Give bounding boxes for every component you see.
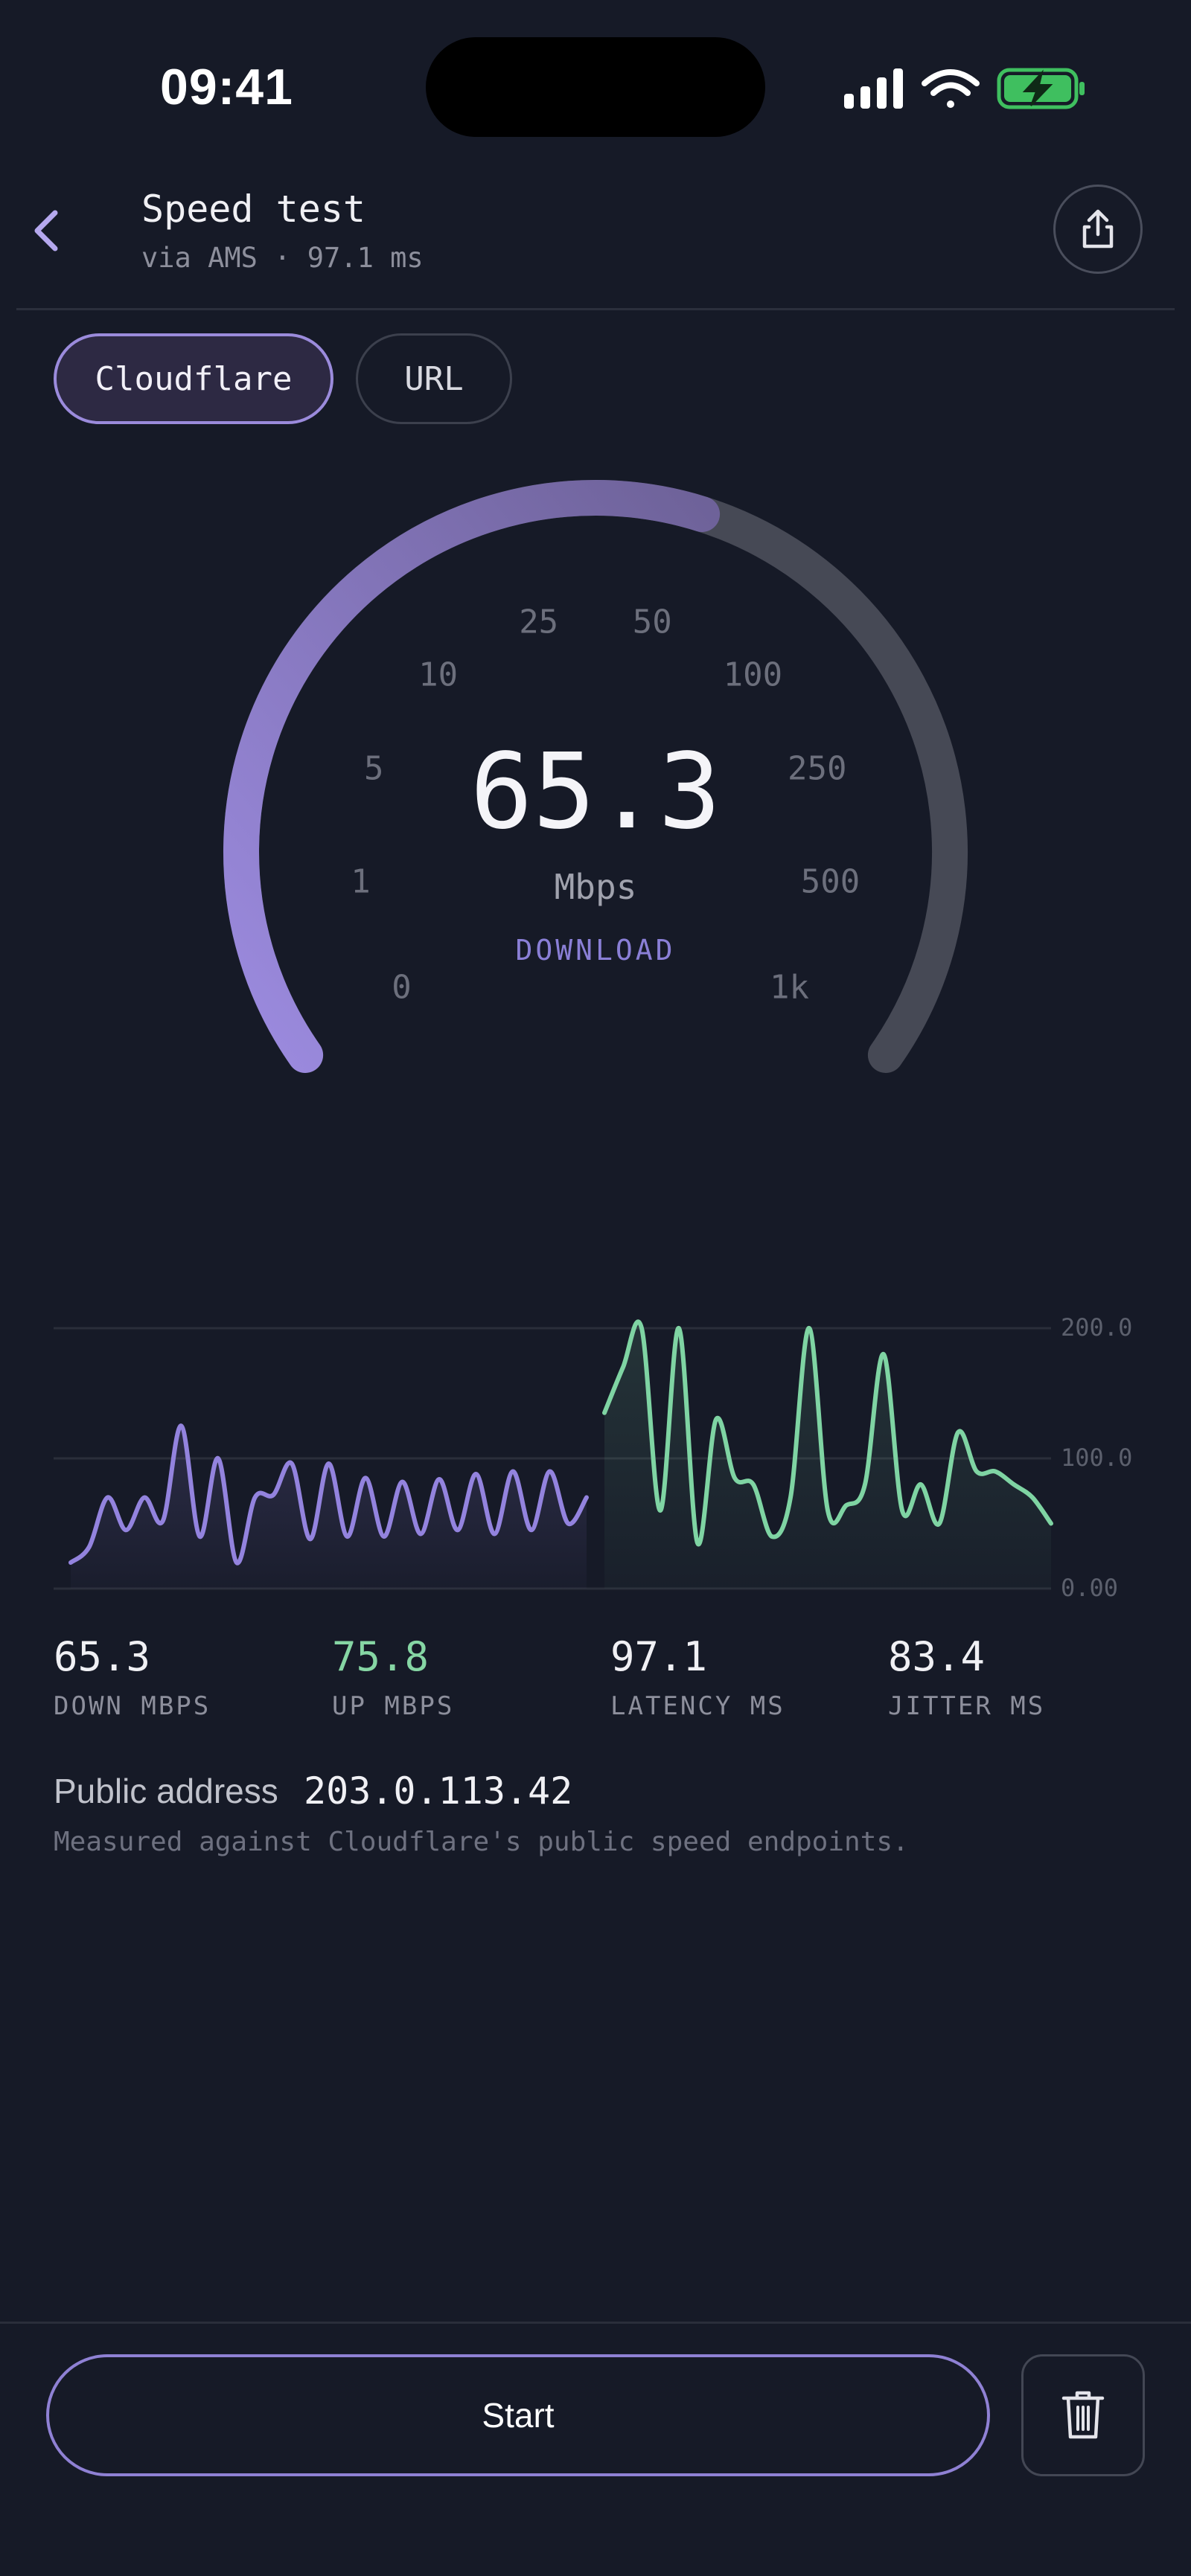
share-icon [1082,209,1114,249]
tab-cloudflare[interactable]: Cloudflare [54,333,333,424]
stat-value: 75.8 [332,1633,430,1680]
gauge-tick-label: 5 [363,749,384,788]
stat-label: LATENCY MS [610,1691,785,1721]
throughput-chart [54,1319,1053,1590]
start-button[interactable]: Start [46,2354,990,2476]
speed-gauge [223,479,968,1073]
gauge-mode-label: DOWNLOAD [515,934,676,967]
chart-y-tick-label: 200.0 [1061,1313,1133,1342]
tab-url[interactable]: URL [356,333,512,424]
chart-y-tick-label: 0.00 [1061,1574,1119,1602]
trash-icon [1061,2391,1105,2439]
wifi-icon [922,69,980,108]
gauge-tick-label: 100 [723,656,783,694]
header-divider [16,308,1175,310]
delete-button[interactable] [1021,2354,1145,2476]
gauge-tick-label: 10 [418,656,459,694]
chart-y-tick-label: 100.0 [1061,1444,1133,1472]
upload-series-line [602,1319,1053,1547]
public-address-value: 203.0.113.42 [304,1769,573,1813]
stat-value: 97.1 [610,1633,708,1680]
signal-icon [844,68,903,109]
upload-area [604,1321,1051,1589]
stat-label: JITTER MS [888,1691,1046,1721]
stat-label: DOWN MBPS [54,1691,211,1721]
download-area [71,1426,587,1589]
measurement-note: Measured against Cloudflare's public spe… [54,1827,909,1857]
gauge-tick-label: 1 [351,862,371,901]
gauge-fill [223,479,721,1073]
dynamic-island [426,37,765,137]
download-series-line [68,1423,589,1566]
gauge-tick-label: 25 [519,603,559,641]
gauge-value: 65.3 [470,731,721,853]
gauge-tick-label: 1k [770,968,809,1007]
gauge-tick-label: 0 [392,968,412,1007]
stat-value: 83.4 [888,1633,986,1680]
page-subtitle: via AMS · 97.1 ms [141,242,424,274]
gauge-tick-label: 250 [788,749,847,788]
page-title: Speed test [141,188,366,231]
public-address-label: Public address [54,1772,278,1810]
share-button[interactable] [1053,185,1143,274]
chevron-left-icon[interactable] [28,208,64,253]
bottom-divider [0,2322,1191,2324]
status-time: 09:41 [160,59,293,115]
stat-label: UP MBPS [332,1691,455,1721]
stat-value: 65.3 [54,1633,151,1680]
gauge-unit: Mbps [554,867,637,907]
gauge-tick-label: 50 [632,603,672,641]
gauge-tick-label: 500 [800,862,860,901]
status-icons [844,68,1085,109]
battery-charging-icon [997,68,1085,109]
